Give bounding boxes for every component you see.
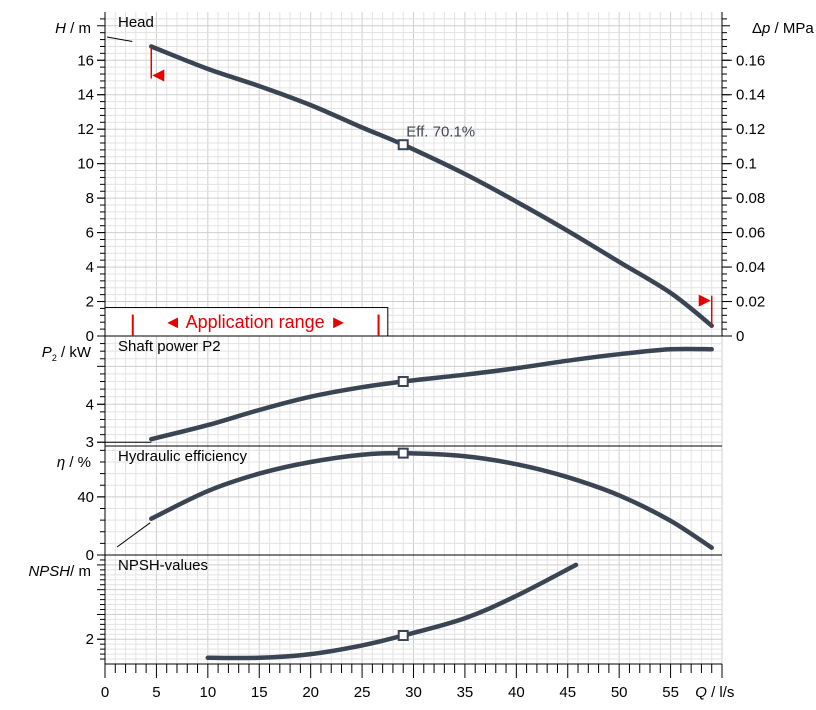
x-tick-label: 15 bbox=[251, 684, 268, 701]
eff-leader-line bbox=[116, 522, 151, 548]
dp-tick-label: 0.1 bbox=[736, 156, 757, 173]
npsh-y-axis-label: NPSH/ m bbox=[28, 563, 91, 580]
dp-tick-label: 0.16 bbox=[736, 52, 765, 69]
x-tick-label: 20 bbox=[302, 684, 319, 701]
efficiency-curve bbox=[149, 450, 714, 550]
power-y-axis-label: P2 / kW bbox=[42, 344, 92, 363]
power-panel-title: Shaft power P2 bbox=[118, 338, 221, 355]
power-y-tick-label: 3 bbox=[86, 434, 94, 451]
npsh-panel-title: NPSH-values bbox=[118, 557, 208, 574]
dp-tick-label: 0.08 bbox=[736, 190, 765, 207]
x-tick-label: 5 bbox=[152, 684, 160, 701]
x-tick-label: 25 bbox=[354, 684, 371, 701]
axes-layer bbox=[97, 12, 732, 678]
head-duty-point bbox=[397, 139, 409, 151]
curve-layer bbox=[104, 44, 714, 661]
npsh-duty-point bbox=[397, 630, 409, 642]
x-axis-label: Q / l/s bbox=[695, 684, 734, 701]
efficiency-y-tick-label: 0 bbox=[86, 547, 94, 564]
dp-tick-label: 0.02 bbox=[736, 294, 765, 311]
dp-tick-label: 0.06 bbox=[736, 225, 765, 242]
head-y-tick-label: 12 bbox=[77, 121, 94, 138]
power-duty-point bbox=[397, 376, 409, 388]
x-tick-label: 50 bbox=[611, 684, 628, 701]
label-layer: 0 2 4 6 8 10 12 14 16 0 0.02 0.04 0.06 0.08 0.1 0.12 0.1… bbox=[28, 14, 814, 701]
x-tick-label: 0 bbox=[101, 684, 109, 701]
head-panel-title: Head bbox=[118, 14, 154, 31]
efficiency-y-tick-label: 40 bbox=[77, 489, 94, 506]
efficiency-panel-title: Hydraulic efficiency bbox=[118, 448, 247, 465]
head-y-tick-label: 16 bbox=[77, 52, 94, 69]
dp-axis-label: Δp / MPa bbox=[752, 20, 814, 37]
power-curve bbox=[149, 346, 714, 442]
efficiency-annotation: Eff. 70.1% bbox=[406, 124, 475, 141]
min-flow-arrow-icon bbox=[152, 69, 165, 82]
x-tick-label: 35 bbox=[457, 684, 474, 701]
x-tick-label: 40 bbox=[508, 684, 525, 701]
head-y-tick-label: 2 bbox=[86, 294, 94, 311]
x-tick-label: 45 bbox=[559, 684, 576, 701]
efficiency-y-axis-label: η / % bbox=[57, 454, 91, 471]
npsh-curve bbox=[205, 562, 579, 661]
dp-tick-label: 0.14 bbox=[736, 87, 765, 104]
x-tick-label: 55 bbox=[662, 684, 679, 701]
head-y-tick-label: 10 bbox=[77, 156, 94, 173]
efficiency-duty-point bbox=[397, 447, 409, 459]
x-tick-label: 30 bbox=[405, 684, 422, 701]
npsh-y-tick-label: 2 bbox=[86, 631, 94, 648]
max-flow-arrow-icon bbox=[698, 294, 711, 307]
application-range-box bbox=[104, 307, 389, 337]
head-leader-line bbox=[106, 36, 133, 42]
head-y-tick-label: 14 bbox=[77, 87, 94, 104]
dp-tick-label: 0 bbox=[736, 328, 744, 345]
head-y-tick-label: 0 bbox=[86, 328, 94, 345]
head-y-tick-label: 4 bbox=[86, 259, 94, 276]
head-y-axis-label: H / m bbox=[55, 20, 91, 37]
head-y-tick-label: 8 bbox=[86, 190, 94, 207]
dp-tick-label: 0.04 bbox=[736, 259, 765, 276]
head-y-tick-label: 6 bbox=[86, 225, 94, 242]
power-y-tick-label: 4 bbox=[86, 396, 94, 413]
application-range-label: ◄ Application range ► bbox=[164, 312, 348, 332]
dp-tick-label: 0.12 bbox=[736, 121, 765, 138]
x-tick-label: 10 bbox=[199, 684, 216, 701]
head-curve bbox=[149, 44, 714, 328]
